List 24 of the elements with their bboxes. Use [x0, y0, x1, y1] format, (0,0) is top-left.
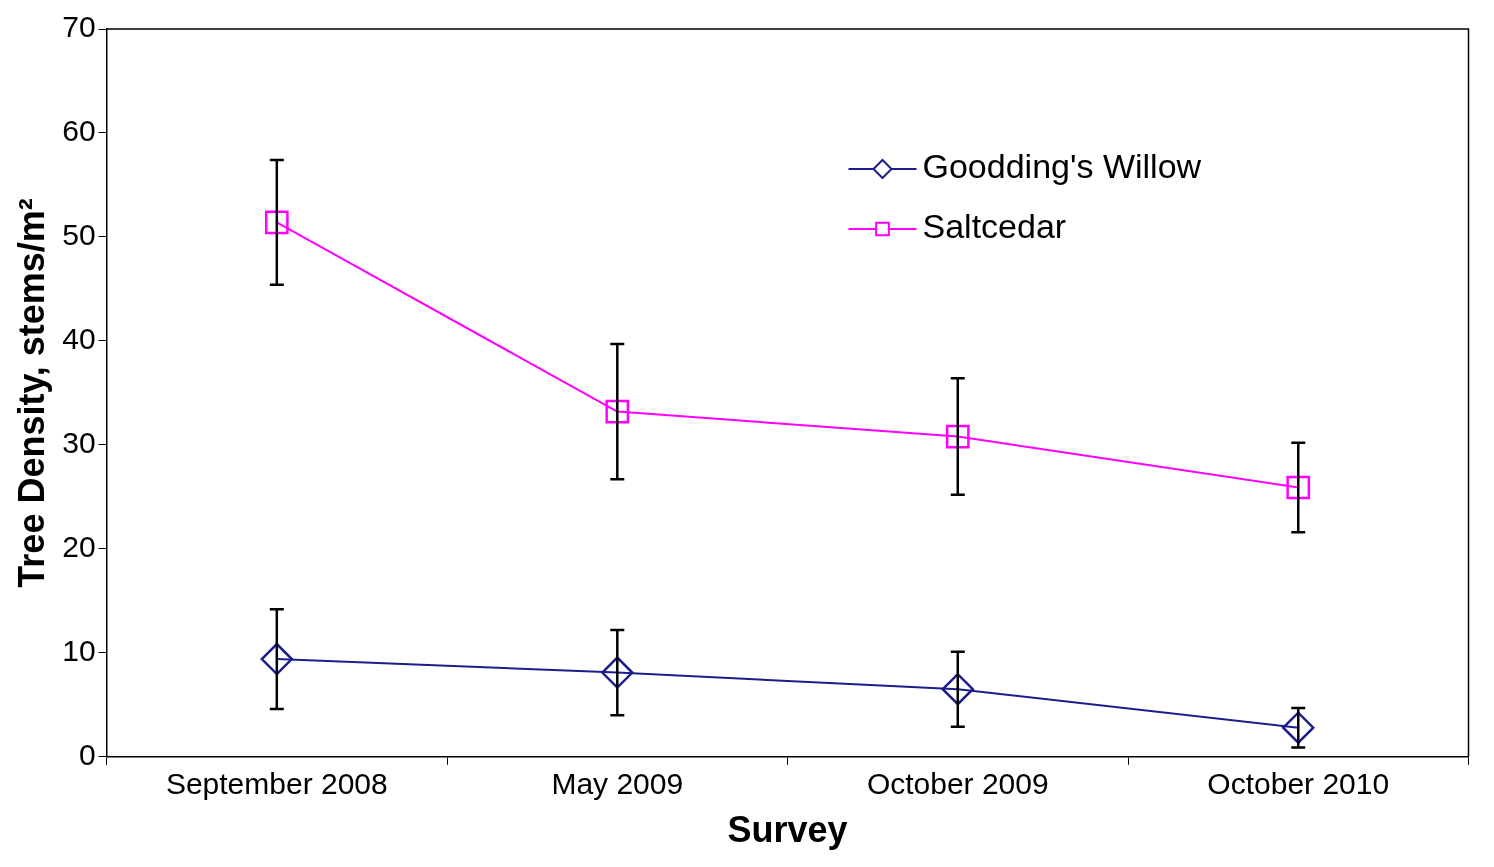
y-tick-label: 30 — [62, 426, 96, 460]
x-tick-label: September 2008 — [165, 767, 388, 801]
point — [260, 642, 294, 676]
y-tick-label: 10 — [62, 634, 96, 668]
legend-label: Goodding's Willow — [922, 147, 1202, 186]
point — [1282, 711, 1315, 744]
x-tick-label: October 2010 — [1207, 767, 1390, 801]
x-tick-label: May 2009 — [551, 767, 684, 801]
x-axis-title: Survey — [727, 809, 848, 851]
point — [941, 672, 975, 706]
legend-label: Saltcedar — [922, 207, 1067, 246]
point — [605, 399, 630, 424]
y-tick-label: 50 — [62, 218, 96, 252]
y-tick-label: 20 — [62, 530, 96, 564]
y-tick-label: 40 — [62, 322, 96, 356]
y-tick-label: 70 — [62, 10, 96, 44]
y-tick-label: 0 — [78, 738, 96, 772]
point — [945, 424, 970, 449]
point — [1286, 475, 1311, 500]
y-axis-title: Tree Density, stems/m² — [10, 198, 52, 588]
point — [601, 656, 634, 689]
y-tick-label: 60 — [62, 114, 96, 148]
x-tick-label: October 2009 — [866, 767, 1049, 801]
point — [264, 210, 289, 235]
